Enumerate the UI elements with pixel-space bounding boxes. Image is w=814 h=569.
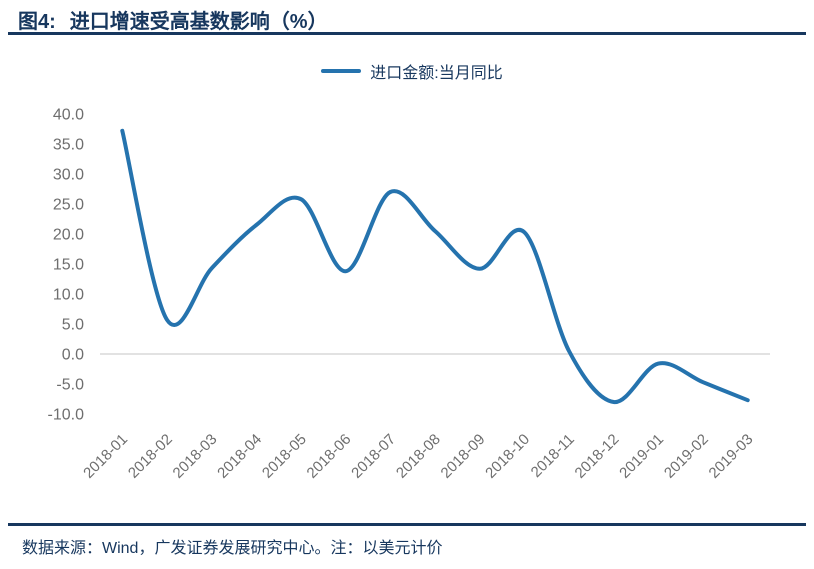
x-tick-label: 2018-09 — [438, 431, 489, 482]
chart-title-prefix: 图4: — [18, 11, 56, 33]
y-tick-label: 0.0 — [62, 347, 84, 364]
header-divider — [8, 32, 806, 35]
x-tick-label: 2018-01 — [80, 431, 131, 482]
x-tick-label: 2019-02 — [661, 431, 712, 482]
y-tick-label: -5.0 — [56, 377, 84, 394]
y-tick-label: 10.0 — [53, 287, 84, 304]
data-source-note: 数据来源：Wind，广发证券发展研究中心。注：以美元计价 — [22, 540, 443, 557]
y-tick-label: 15.0 — [53, 257, 84, 274]
x-tick-label: 2019-01 — [616, 431, 667, 482]
y-tick-label: 35.0 — [53, 137, 84, 154]
legend-line-marker — [321, 69, 362, 73]
x-tick-label: 2018-06 — [304, 431, 355, 482]
legend-label: 进口金额:当月同比 — [370, 65, 503, 82]
y-tick-label: -10.0 — [48, 407, 85, 424]
x-tick-label: 2018-11 — [528, 431, 578, 481]
chart-title: 图4: 进口增速受高基数影响（%） — [18, 5, 328, 34]
x-tick-label: 2018-07 — [348, 431, 399, 482]
legend: 进口金额:当月同比 — [10, 61, 814, 82]
x-tick-label: 2018-08 — [393, 431, 444, 482]
x-tick-label: 2018-03 — [170, 431, 221, 482]
y-tick-label: 5.0 — [62, 317, 84, 334]
y-tick-label: 20.0 — [53, 227, 84, 244]
x-tick-label: 2018-02 — [125, 431, 176, 482]
x-tick-label: 2018-12 — [572, 431, 623, 482]
x-tick-label: 2019-03 — [706, 431, 757, 482]
footer-divider — [8, 523, 806, 526]
y-tick-label: 30.0 — [53, 167, 84, 184]
chart-title-text: 进口增速受高基数影响（%） — [69, 11, 328, 33]
series-line-import-yoy — [120, 128, 750, 404]
x-tick-label: 2018-10 — [482, 431, 533, 482]
y-tick-label: 40.0 — [53, 107, 84, 124]
x-tick-label: 2018-05 — [259, 431, 310, 482]
y-tick-label: 25.0 — [53, 197, 84, 214]
x-tick-label: 2018-04 — [214, 431, 265, 482]
